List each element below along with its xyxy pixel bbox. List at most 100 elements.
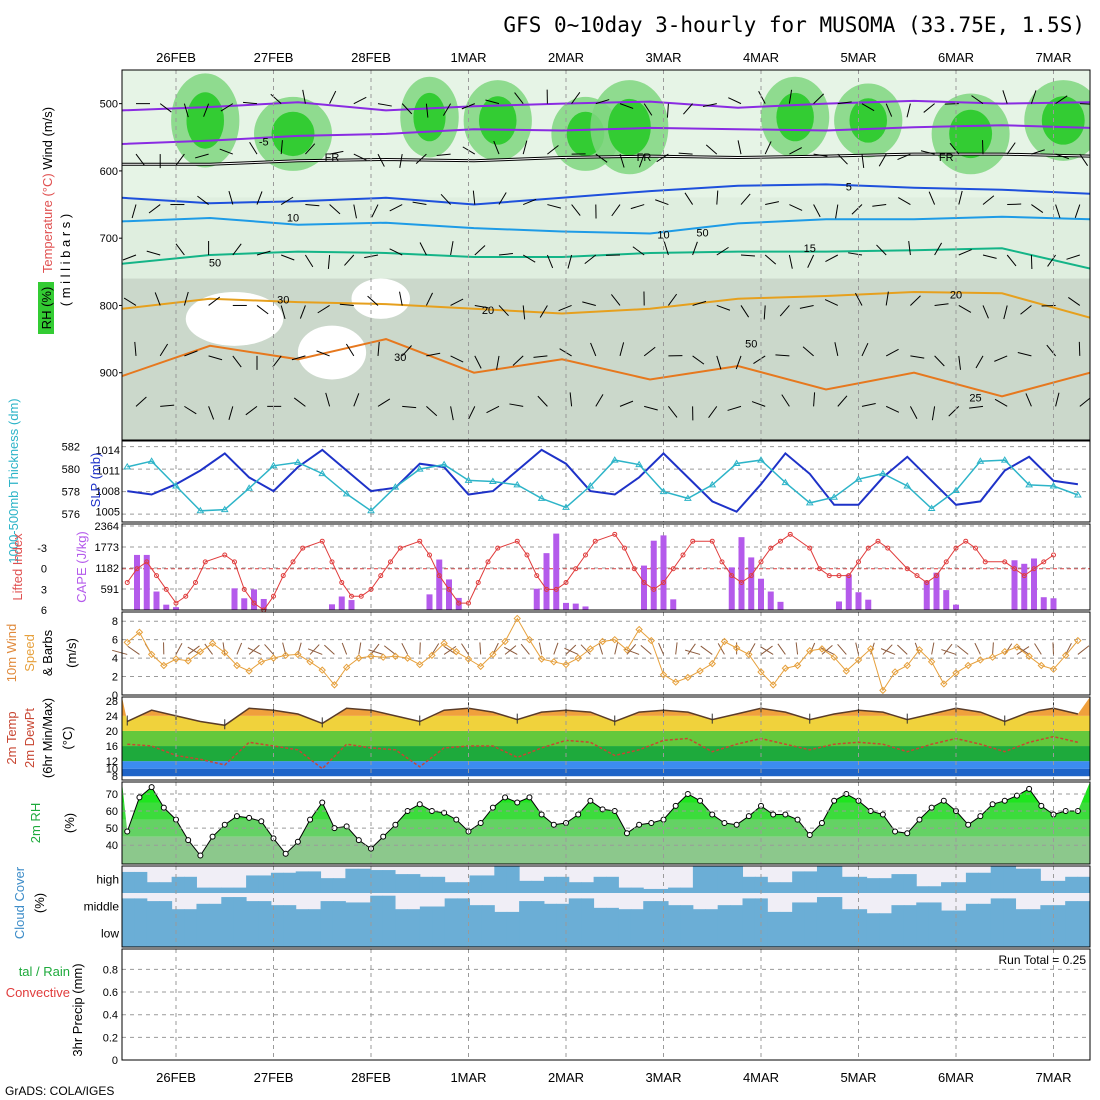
cloud-cover-bar xyxy=(705,909,719,920)
wind-speed-point xyxy=(611,635,619,644)
wind-barb xyxy=(1079,397,1090,407)
lifted-index-point xyxy=(134,566,140,572)
lifted-index-point xyxy=(446,586,452,592)
rh-point xyxy=(989,801,996,808)
rh-point xyxy=(294,838,301,845)
cloud-cover-bar xyxy=(270,920,284,947)
wind-barb xyxy=(399,291,403,306)
wind-speed-point xyxy=(452,647,461,656)
contour-label: 30 xyxy=(394,352,406,364)
cloud-label: Cloud Cover xyxy=(12,866,27,939)
wind-barb xyxy=(1055,204,1061,219)
wind-barb xyxy=(878,153,887,167)
wind-barb xyxy=(402,405,417,409)
rh-band-mid xyxy=(122,197,1090,279)
wind-speed-point xyxy=(793,661,802,670)
lifted-index-point xyxy=(934,573,939,579)
wind-barb xyxy=(135,396,147,407)
cloud-cover-bar xyxy=(990,898,1004,920)
wind-barb xyxy=(666,103,669,118)
cloud-cover-bar xyxy=(1015,909,1029,920)
wind-barb xyxy=(256,191,263,205)
top-date-labels: 26FEB 27FEB 28FEB 1MAR 2MAR 3MAR 4MAR 5MAR 6MAR 7… xyxy=(156,50,1071,65)
cloud-cover-bar xyxy=(879,878,892,893)
isotherm-10 xyxy=(122,215,1090,235)
cloud-cover-bar xyxy=(146,901,160,920)
wind-barb xyxy=(339,303,354,306)
rh-color-band xyxy=(122,836,1090,864)
wind-barb-10m xyxy=(461,643,469,655)
cloud-cover-bar xyxy=(792,902,806,920)
wind-barb xyxy=(474,355,482,369)
rh-legend-swatch xyxy=(38,282,54,334)
lifted-index-point xyxy=(709,538,715,544)
wind-barb xyxy=(885,291,889,306)
wind-barb xyxy=(523,198,537,206)
cloud-cover-bar xyxy=(767,882,781,893)
wind-speed-point xyxy=(988,653,997,661)
wind-speed-point xyxy=(732,644,741,652)
cloud-cover-bar xyxy=(308,920,322,947)
lifted-index-point xyxy=(544,586,549,592)
wind-barb-10m xyxy=(882,644,893,655)
rh-tick: 70 xyxy=(106,789,118,801)
wind-barb-10m xyxy=(974,642,981,655)
cloud-cover-bar xyxy=(606,920,619,947)
wind-barb xyxy=(134,341,137,356)
wind-barb-10m xyxy=(684,649,701,655)
wind-barb xyxy=(667,293,678,306)
cloud-cover-bar xyxy=(457,898,470,920)
wind-barb-10m xyxy=(520,643,530,655)
wind-barb xyxy=(493,140,500,155)
rh-saturated-area xyxy=(478,96,517,145)
wind-barb xyxy=(934,355,945,367)
cloud-cover-bar xyxy=(146,920,160,947)
cloud-cover-bar xyxy=(1003,920,1017,947)
wind-barb xyxy=(1068,297,1081,306)
wind-speed-point xyxy=(854,656,863,664)
wind-speed-tick: 8 xyxy=(112,616,118,628)
rh-point xyxy=(794,816,801,823)
cloud-cover-bar xyxy=(246,901,260,920)
wind-barb-10m xyxy=(419,642,421,655)
cloud-cover-bar xyxy=(432,920,446,947)
lifted-index-point xyxy=(719,559,725,565)
cloud-cover-bar xyxy=(792,871,806,893)
wind-barb-10m xyxy=(658,642,664,655)
thickness-point xyxy=(732,459,741,466)
cloud-cover-bar xyxy=(184,876,197,893)
lifted-index-point xyxy=(631,566,637,572)
cloud-cover-bar xyxy=(494,911,508,920)
wind-barb xyxy=(371,204,379,218)
wind-barb xyxy=(232,243,242,256)
cloud-cover-bar xyxy=(159,882,173,893)
wind-barb xyxy=(716,246,729,256)
wind-speed-point xyxy=(976,656,985,664)
wind-barb xyxy=(220,103,234,112)
cloud-cover-bar xyxy=(903,874,917,893)
rh-point xyxy=(197,852,204,859)
isotherm-20 xyxy=(122,290,1090,319)
cloud-cover-bar xyxy=(320,878,334,893)
wind-barb xyxy=(272,355,282,368)
temp-tick: 16 xyxy=(106,741,118,753)
cloud-cover-bar xyxy=(419,906,433,920)
wind-barb-10m xyxy=(324,644,335,655)
contour-label: 10 xyxy=(287,213,299,225)
wind-speed-point xyxy=(403,654,412,662)
cape-bar xyxy=(836,601,842,610)
cloud-cover-bar xyxy=(829,920,843,947)
cloud-cover-bar xyxy=(767,920,781,947)
date-label-bottom: 28FEB xyxy=(351,1070,391,1085)
cloud-cover-bar xyxy=(990,866,1004,893)
wind-barb xyxy=(595,153,608,163)
cloud-cover-bar xyxy=(779,920,793,947)
cape-bar xyxy=(1021,563,1028,610)
lifted-index-point xyxy=(1041,559,1047,565)
thickness-point xyxy=(318,469,327,477)
wind10m-label-1: 10m Wind xyxy=(4,624,19,683)
wind-barb-10m xyxy=(553,642,559,655)
precip-label: 3hr Precip (mm) xyxy=(70,963,85,1056)
rh-tick: 50 xyxy=(106,823,118,835)
cloud-cover-bar xyxy=(221,897,235,920)
